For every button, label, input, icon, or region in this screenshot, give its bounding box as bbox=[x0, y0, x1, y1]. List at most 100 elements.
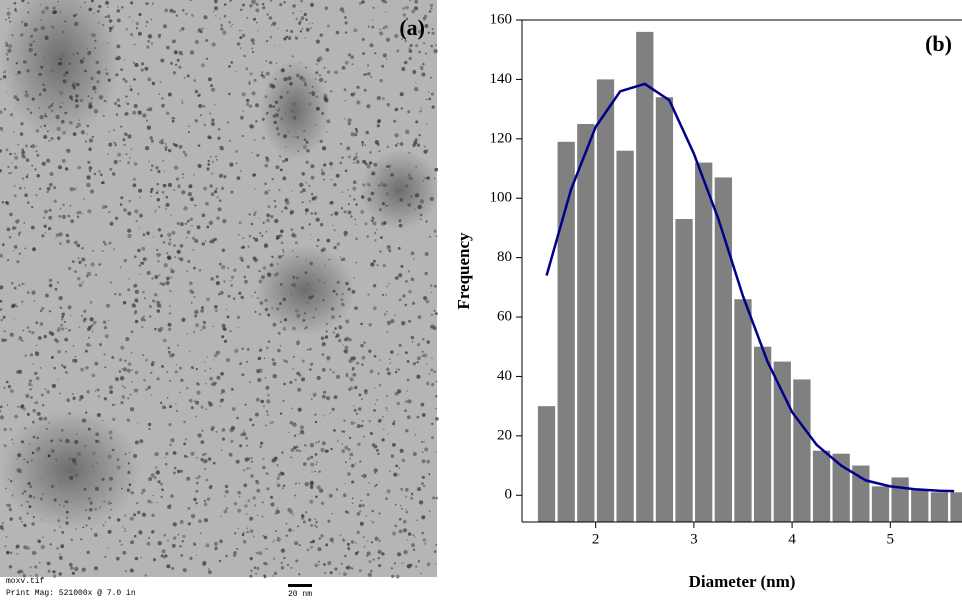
particle bbox=[175, 403, 177, 405]
particle bbox=[24, 90, 28, 93]
bar bbox=[950, 492, 962, 522]
particle bbox=[40, 25, 45, 31]
particle bbox=[78, 283, 83, 288]
particle bbox=[396, 368, 398, 370]
particle bbox=[398, 223, 403, 228]
particle bbox=[424, 52, 427, 55]
particle bbox=[279, 320, 282, 323]
particle bbox=[175, 409, 178, 412]
particle bbox=[310, 164, 315, 169]
particle bbox=[321, 394, 326, 399]
particle bbox=[422, 179, 425, 182]
particle bbox=[414, 87, 419, 92]
particle bbox=[218, 293, 221, 296]
particle bbox=[107, 78, 111, 82]
particle bbox=[86, 275, 89, 278]
particle bbox=[150, 501, 153, 504]
particle bbox=[291, 55, 294, 58]
particle bbox=[401, 321, 406, 326]
particle bbox=[128, 157, 131, 159]
particle bbox=[289, 421, 294, 425]
particle bbox=[352, 497, 354, 500]
particle bbox=[92, 320, 97, 325]
y-tick-label: 120 bbox=[490, 130, 513, 146]
particle bbox=[169, 379, 172, 382]
particle bbox=[321, 368, 326, 372]
particle bbox=[210, 277, 215, 281]
particle bbox=[15, 546, 18, 550]
particle bbox=[336, 242, 340, 246]
particle bbox=[80, 130, 85, 135]
particle bbox=[58, 572, 62, 576]
particle bbox=[214, 190, 218, 194]
particle bbox=[16, 553, 19, 555]
particle bbox=[317, 278, 321, 282]
particle bbox=[23, 222, 26, 224]
particle bbox=[256, 514, 259, 516]
particle bbox=[355, 152, 358, 155]
particle bbox=[108, 516, 111, 520]
particle bbox=[315, 521, 318, 524]
particle bbox=[66, 516, 69, 519]
particle bbox=[222, 327, 226, 330]
particle bbox=[430, 324, 434, 329]
particle bbox=[142, 512, 146, 517]
particle bbox=[13, 95, 18, 100]
particle bbox=[289, 64, 292, 68]
particle bbox=[32, 408, 36, 413]
particle bbox=[31, 420, 35, 424]
particle bbox=[370, 219, 374, 223]
particle bbox=[5, 536, 8, 538]
particle bbox=[274, 78, 277, 80]
particle bbox=[283, 37, 287, 41]
particle bbox=[310, 362, 314, 366]
particle bbox=[301, 188, 306, 193]
particle bbox=[44, 115, 48, 118]
particle bbox=[43, 224, 47, 228]
particle bbox=[326, 449, 330, 453]
particle bbox=[397, 389, 402, 394]
particle bbox=[96, 70, 101, 75]
particle bbox=[141, 326, 144, 329]
particle bbox=[392, 422, 396, 426]
particle bbox=[266, 548, 269, 550]
particle bbox=[135, 21, 140, 26]
particle bbox=[414, 138, 418, 142]
particle bbox=[114, 293, 117, 296]
particle bbox=[354, 218, 357, 221]
particle bbox=[44, 6, 49, 10]
particle bbox=[112, 26, 115, 28]
particle bbox=[313, 395, 316, 398]
particle bbox=[211, 381, 217, 387]
particle bbox=[273, 557, 276, 560]
particle bbox=[195, 502, 198, 505]
particle bbox=[129, 568, 134, 573]
particle bbox=[161, 282, 165, 286]
particle bbox=[306, 548, 310, 552]
particle bbox=[308, 347, 312, 351]
particle bbox=[323, 66, 326, 69]
particle bbox=[351, 480, 355, 484]
particle bbox=[147, 536, 151, 540]
particle bbox=[266, 413, 270, 416]
particle bbox=[31, 164, 34, 167]
particle bbox=[22, 571, 24, 574]
particle bbox=[13, 442, 15, 444]
particle bbox=[88, 104, 93, 109]
particle bbox=[117, 104, 121, 108]
particle bbox=[189, 185, 192, 188]
particle bbox=[430, 284, 433, 287]
particle bbox=[411, 301, 416, 305]
particle bbox=[130, 148, 133, 150]
particle bbox=[308, 296, 312, 300]
particle bbox=[224, 484, 229, 489]
particle bbox=[422, 63, 425, 66]
particle bbox=[122, 550, 127, 555]
particle bbox=[353, 422, 356, 424]
particle bbox=[209, 112, 212, 115]
particle bbox=[219, 262, 222, 266]
particle bbox=[249, 557, 253, 561]
particle bbox=[69, 120, 73, 125]
particle bbox=[76, 82, 80, 87]
particle bbox=[319, 33, 323, 37]
